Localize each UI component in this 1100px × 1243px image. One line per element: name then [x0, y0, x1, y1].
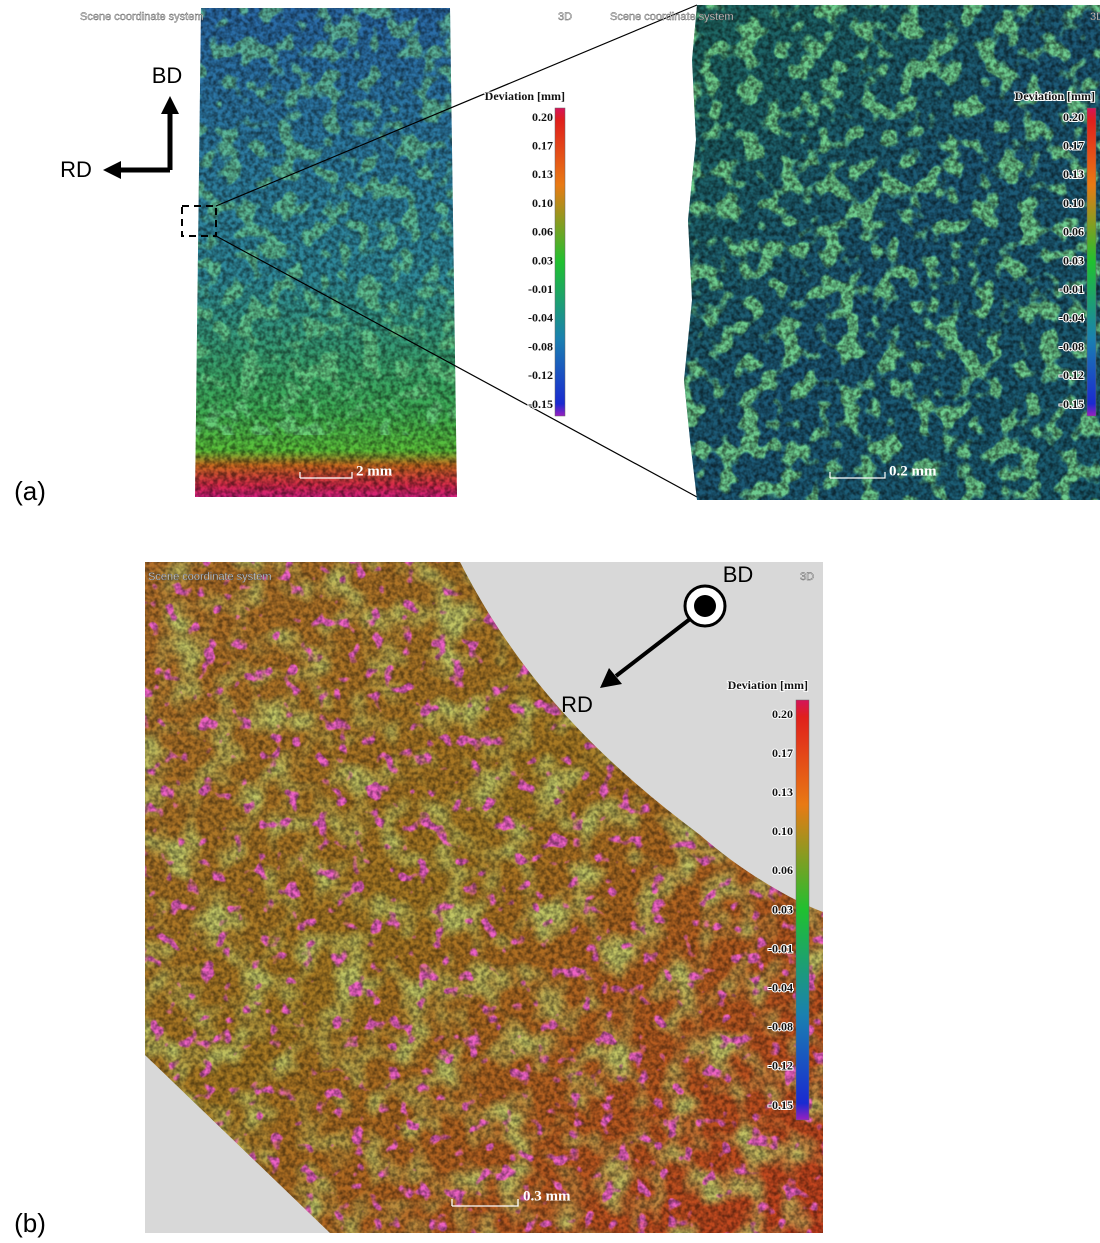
axis-arrows — [118, 108, 173, 173]
axis-arrow — [614, 617, 692, 678]
axis-label: RD — [60, 157, 92, 182]
colorbar-tick-label: -0.04 — [768, 980, 793, 994]
arrow-head — [600, 668, 622, 688]
colorbar-tick-label: -0.08 — [768, 1020, 793, 1034]
colorbar-tick-label: 0.06 — [532, 225, 553, 239]
colorbar-tick-label: -0.08 — [1059, 339, 1084, 353]
scale-bar — [829, 472, 886, 479]
colorbar — [554, 107, 566, 417]
scan-b — [145, 562, 823, 1233]
colorbar-tick-label: 0.10 — [772, 824, 793, 838]
colorbar-tick-label: -0.08 — [528, 339, 553, 353]
colorbar-title: Deviation [mm] — [485, 89, 565, 103]
axis-out-dot — [694, 595, 716, 617]
colorbar-tick-label: 0.10 — [1063, 196, 1084, 210]
axis-label: BD — [152, 63, 183, 88]
view-header: Scene coordinate system — [80, 11, 204, 23]
colorbar-tick-label: -0.15 — [768, 1098, 793, 1112]
colorbar-tick-label: 0.03 — [532, 253, 553, 267]
axis-label: RD — [561, 692, 593, 717]
panel-label: (a) — [14, 476, 46, 506]
view-badge: 3D — [800, 571, 814, 583]
colorbar-tick-label: 0.17 — [772, 746, 793, 760]
colorbar-tick-label: 0.20 — [532, 110, 553, 124]
colorbar-tick-label: 0.06 — [772, 863, 793, 877]
colorbar-tick-label: 0.20 — [1063, 110, 1084, 124]
colorbar-tick-label: 0.03 — [772, 902, 793, 916]
colorbar-tick-label: -0.12 — [768, 1059, 793, 1073]
colorbar-tick-label: 0.10 — [532, 196, 553, 210]
colorbar-tick-label: -0.12 — [528, 368, 553, 382]
colorbar-tick-label: -0.01 — [768, 941, 793, 955]
panel-label: (b) — [14, 1208, 46, 1238]
colorbar-tick-label: -0.15 — [528, 397, 553, 411]
colorbar-tick-label: -0.01 — [528, 282, 553, 296]
axis-label: BD — [723, 562, 754, 587]
view-badge: 3D — [558, 11, 572, 23]
colorbar-tick-label: -0.12 — [1059, 368, 1084, 382]
colorbar-tick-label: 0.13 — [532, 167, 553, 181]
arrow-heads — [103, 96, 179, 179]
scale-bar-label: 2 mm — [356, 463, 393, 479]
colorbar-tick-label: -0.04 — [528, 311, 553, 325]
scale-bar-label: 0.3 mm — [523, 1188, 571, 1204]
view-header: Scene coordinate system — [610, 11, 734, 23]
colorbar-tick-label: -0.04 — [1059, 311, 1084, 325]
view-header: Scene coordinate system — [148, 571, 272, 583]
scale-bar — [451, 1199, 519, 1207]
scale-bar-label: 0.2 mm — [889, 463, 937, 479]
colorbar-tick-label: 0.13 — [772, 785, 793, 799]
colorbar-tick-label: 0.03 — [1063, 253, 1084, 267]
zoom-line — [215, 4, 698, 207]
colorbar-tick-label: 0.20 — [772, 707, 793, 721]
scan-overview — [195, 8, 457, 497]
view-badge: 3D — [1090, 11, 1100, 23]
colorbar-tick-label: 0.17 — [1063, 138, 1084, 152]
colorbar-tick-label: -0.01 — [1059, 282, 1084, 296]
colorbar — [795, 699, 810, 1121]
colorbar-title: Deviation [mm] — [1015, 89, 1095, 103]
zoom-box — [181, 205, 217, 237]
colorbar-tick-label: 0.17 — [532, 138, 553, 152]
scan-zoom — [684, 5, 1100, 500]
colorbar — [1086, 107, 1097, 417]
colorbar-title: Deviation [mm] — [728, 678, 808, 692]
scale-bar — [299, 472, 353, 479]
colorbar-tick-label: 0.06 — [1063, 225, 1084, 239]
colorbar-tick-label: -0.15 — [1059, 397, 1084, 411]
colorbar-tick-label: 0.13 — [1063, 167, 1084, 181]
zoom-line — [215, 235, 698, 498]
